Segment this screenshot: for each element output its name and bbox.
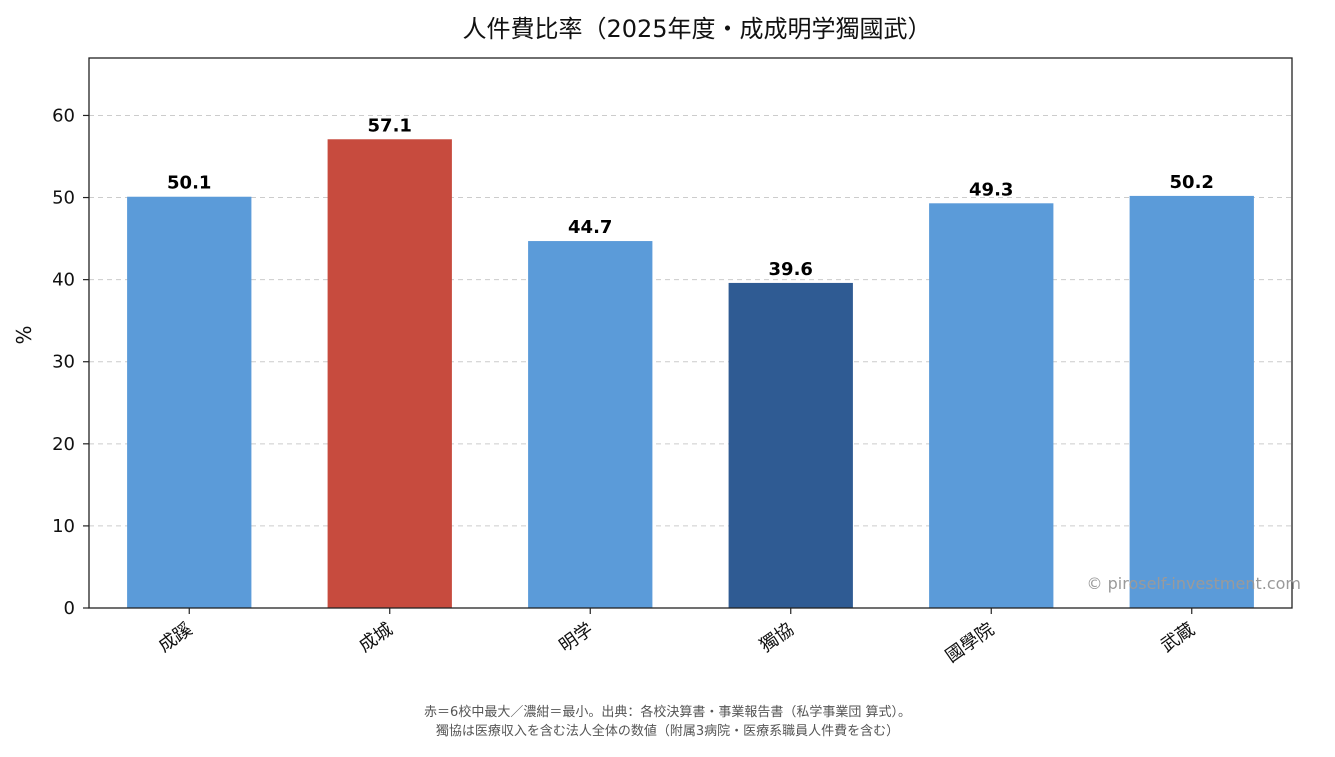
x-tick-label: 成城 <box>355 619 397 657</box>
x-tick-label: 成蹊 <box>155 619 197 657</box>
x-tick-label: 武蔵 <box>1157 619 1199 657</box>
bar-明学 <box>528 241 653 609</box>
bars <box>127 139 1254 609</box>
value-label: 50.1 <box>167 173 211 194</box>
footnote-line-2: 獨協は医療収入を含む法人全体の数値（附属3病院・医療系職員人件費を含む） <box>435 724 900 739</box>
x-axis-ticks: 成蹊 成城 明学 獨協 國學院 武蔵 <box>155 608 1199 667</box>
value-label: 49.3 <box>969 179 1013 200</box>
x-tick-label: 獨協 <box>756 619 798 657</box>
value-label: 39.6 <box>769 259 813 280</box>
y-tick-label: 30 <box>52 352 75 373</box>
y-tick-label: 60 <box>52 105 75 126</box>
grid-lines <box>89 114 1292 527</box>
y-tick-label: 10 <box>52 516 75 537</box>
value-label: 44.7 <box>568 217 612 238</box>
y-tick-label: 0 <box>64 598 75 619</box>
bar-國學院 <box>929 203 1054 608</box>
footnote-line-1: 赤＝6校中最大／濃紺＝最小。出典：各校決算書・事業報告書（私学事業団 算式）。 <box>424 705 911 720</box>
value-label: 50.2 <box>1170 172 1214 193</box>
y-tick-label: 40 <box>52 270 75 291</box>
watermark: © piroself-investment.com <box>1087 574 1301 593</box>
bar-成蹊 <box>127 196 252 609</box>
y-tick-label: 50 <box>52 188 75 209</box>
bar-成城 <box>327 139 452 608</box>
y-axis-ticks: 0 10 20 30 40 50 60 <box>52 105 89 619</box>
bar-獨協 <box>728 282 853 608</box>
y-tick-label: 20 <box>52 434 75 455</box>
y-axis-label: % <box>12 325 36 344</box>
bar-武蔵 <box>1129 195 1254 608</box>
value-label: 57.1 <box>368 115 412 136</box>
x-tick-label: 國學院 <box>942 619 998 667</box>
x-tick-label: 明学 <box>556 619 598 657</box>
plot-frame <box>88 57 1293 609</box>
chart-title: 人件費比率（2025年度・成成明学獨國武） <box>462 15 931 43</box>
value-labels: 50.1 57.1 44.7 39.6 49.3 50.2 <box>167 115 1214 280</box>
